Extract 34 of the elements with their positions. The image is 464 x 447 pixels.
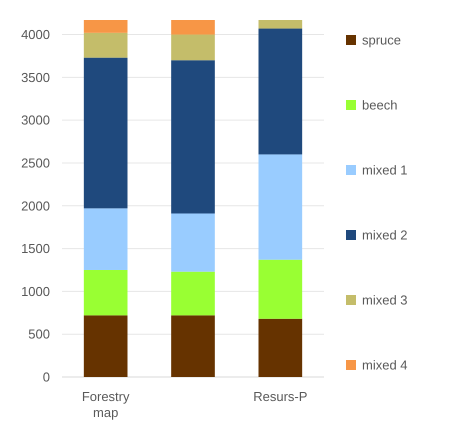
legend-label: mixed 2: [362, 228, 408, 243]
y-tick-label: 1500: [21, 241, 50, 256]
bar: [171, 315, 215, 377]
bar: [258, 154, 302, 260]
legend-label: spruce: [362, 32, 402, 48]
bar: [258, 28, 302, 154]
bar: [171, 60, 215, 214]
bar: [84, 32, 128, 58]
bar: [258, 20, 302, 29]
legend-label: mixed 4: [362, 358, 408, 373]
legend-label: mixed 3: [362, 292, 408, 308]
bar: [171, 213, 215, 272]
y-tick-label: 4000: [21, 27, 50, 42]
y-tick-label: 0: [42, 370, 50, 385]
y-tick-label: 3500: [21, 70, 50, 85]
bar: [171, 20, 215, 35]
bar: [84, 315, 128, 377]
x-tick-label: Resurs-P: [253, 389, 308, 404]
bar: [171, 272, 215, 316]
legend-label: beech: [362, 98, 398, 113]
y-tick-label: 2000: [21, 198, 50, 214]
bar: [258, 260, 302, 319]
y-tick-label: 2500: [21, 156, 50, 171]
bar: [258, 318, 302, 377]
legend-label: mixed 1: [362, 162, 408, 178]
bar: [84, 208, 128, 270]
y-tick-label: 500: [28, 326, 50, 342]
x-tick-label: Forestry map: [82, 389, 130, 420]
bar: [171, 34, 215, 60]
bar: [84, 58, 128, 208]
y-tick-label: 3000: [21, 112, 50, 128]
bar: [84, 270, 128, 316]
bar: [84, 20, 128, 33]
y-tick-label: 1000: [21, 284, 50, 299]
